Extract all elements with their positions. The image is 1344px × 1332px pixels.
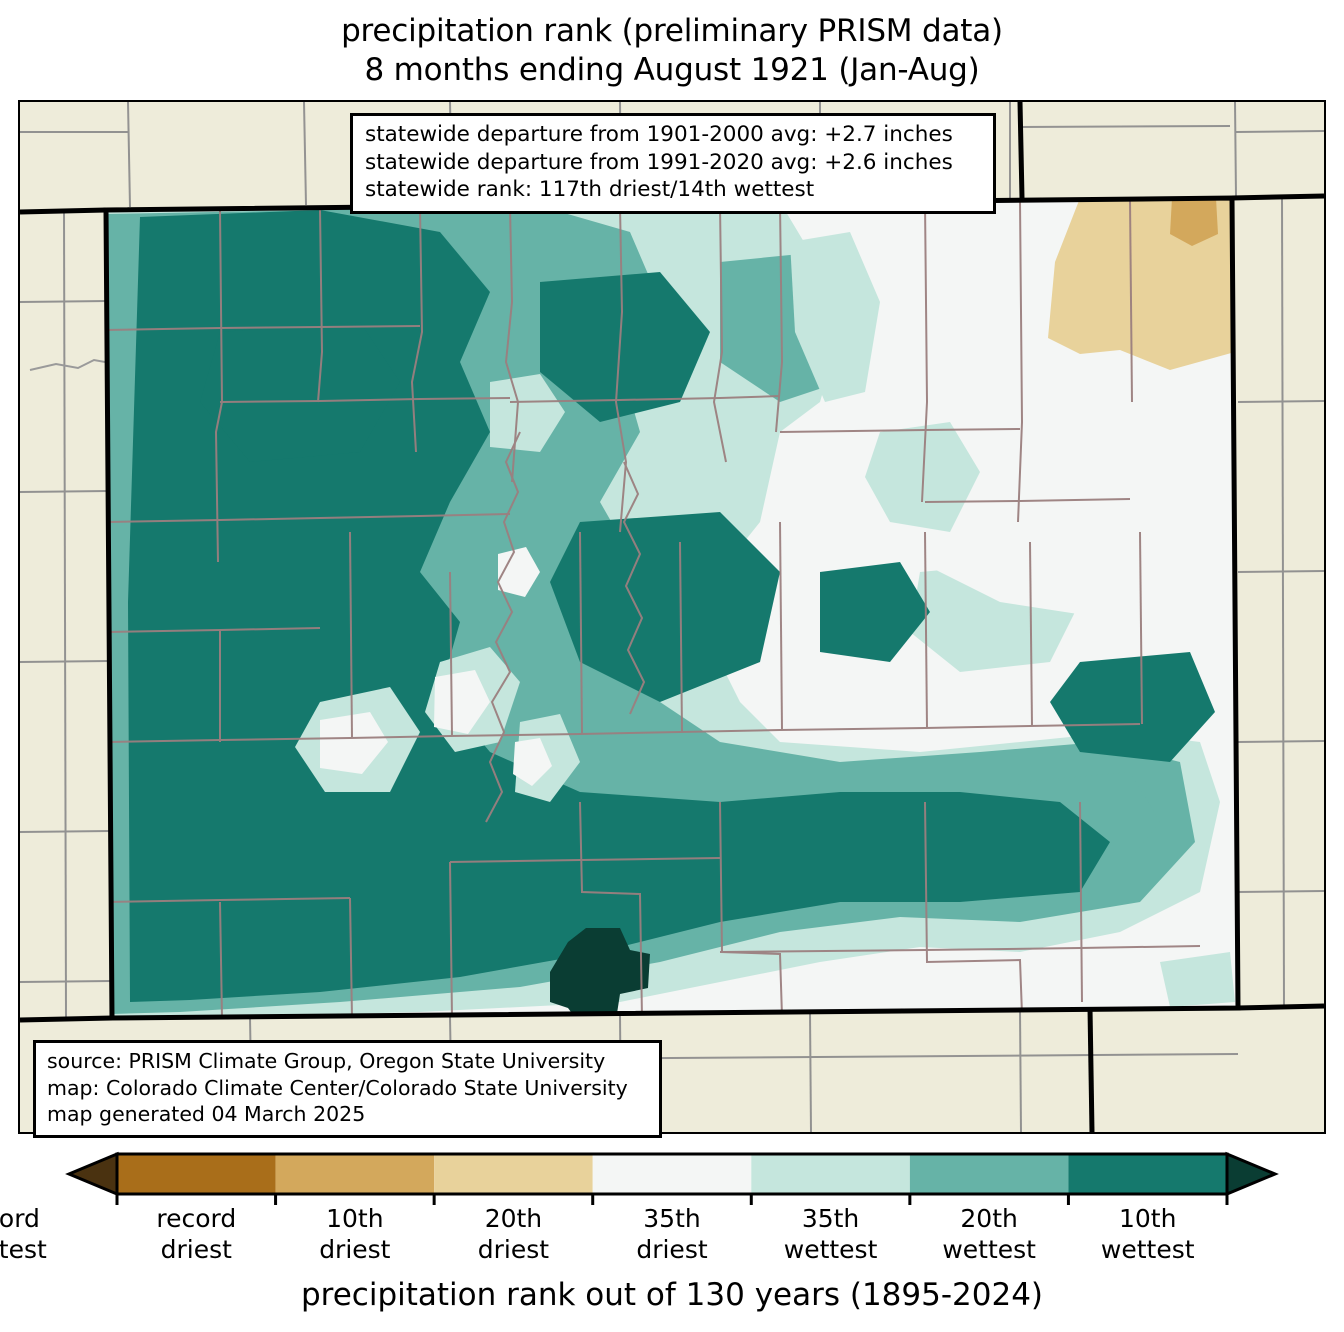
colorado-precipitation-rank-map bbox=[20, 102, 1324, 1132]
colorbar-label-top: 35th bbox=[643, 1204, 701, 1233]
colorbar-band bbox=[592, 1154, 752, 1194]
title-line-1: precipitation rank (preliminary PRISM da… bbox=[341, 13, 1003, 49]
colorbar-label-top: 20th bbox=[484, 1204, 543, 1233]
colorbar-label: 20th driest bbox=[478, 1203, 549, 1265]
colorbar-label-top: 35th bbox=[801, 1204, 860, 1233]
colorbar-label-bottom: wettest bbox=[0, 1235, 47, 1264]
colorbar-band bbox=[117, 1154, 276, 1194]
map-canvas bbox=[18, 100, 1326, 1134]
colorbar-ticks bbox=[115, 1194, 1229, 1205]
colorbar-label-top: record bbox=[156, 1204, 237, 1233]
stats-line-3: statewide rank: 117th driest/14th wettes… bbox=[365, 177, 815, 202]
source-line-3: map generated 04 March 2025 bbox=[47, 1102, 366, 1126]
colorbar bbox=[0, 1146, 1344, 1206]
statewide-stats-box: statewide departure from 1901-2000 avg: … bbox=[350, 113, 996, 214]
stats-line-2: statewide departure from 1991-2020 avg: … bbox=[365, 149, 953, 175]
colorbar-svg bbox=[65, 1151, 1279, 1205]
colorbar-arrow-right bbox=[1225, 1151, 1279, 1197]
source-line-2: map: Colorado Climate Center/Colorado St… bbox=[47, 1075, 628, 1100]
colorbar-label-top: 10th bbox=[326, 1204, 384, 1233]
colorbar-band bbox=[434, 1154, 593, 1194]
colorbar-label: 10th driest bbox=[319, 1203, 390, 1265]
colorbar-label: record driest bbox=[156, 1203, 236, 1265]
colorbar-label-bottom: driest bbox=[319, 1235, 391, 1264]
colorbar-band bbox=[751, 1154, 910, 1194]
colorbar-label-bottom: driest bbox=[636, 1235, 708, 1264]
colorbar-label: 10th wettest bbox=[1101, 1203, 1195, 1265]
colorbar-label-bottom: driest bbox=[160, 1235, 232, 1264]
source-attribution-box: source: PRISM Climate Group, Oregon Stat… bbox=[33, 1040, 662, 1138]
title-line-2: 8 months ending August 1921 (Jan-Aug) bbox=[364, 52, 980, 88]
colorbar-label-bottom: wettest bbox=[1100, 1235, 1195, 1264]
colorbar-band bbox=[909, 1154, 1069, 1194]
colorbar-band bbox=[275, 1154, 435, 1194]
colorbar-label: 35th wettest bbox=[784, 1203, 878, 1265]
colorbar-label-bottom: wettest bbox=[783, 1235, 878, 1264]
colorbar-label-top: record bbox=[0, 1204, 40, 1233]
colorbar-arrow-left bbox=[65, 1151, 119, 1197]
stats-line-1: statewide departure from 1901-2000 avg: … bbox=[365, 122, 953, 147]
colorbar-label-top: 20th bbox=[960, 1204, 1018, 1233]
colorbar-label-bottom: wettest bbox=[942, 1235, 1036, 1264]
source-line-1: source: PRISM Climate Group, Oregon Stat… bbox=[47, 1049, 606, 1073]
page-title: precipitation rank (preliminary PRISM da… bbox=[0, 12, 1344, 90]
colorbar-label-bottom: driest bbox=[477, 1235, 550, 1264]
colorbar-label-top: 10th bbox=[1118, 1204, 1177, 1233]
colorbar-label: 35th driest bbox=[636, 1203, 707, 1265]
colorbar-tick-labels: record driest 10th driest 20th driest 35th drie… bbox=[0, 1203, 1344, 1265]
colorbar-caption: precipitation rank out of 130 years (189… bbox=[300, 1277, 1044, 1313]
colorbar-label: recordwettest bbox=[0, 1203, 47, 1265]
colorbar-outline bbox=[115, 1152, 1229, 1196]
colorbar-band bbox=[1068, 1154, 1227, 1194]
colorbar-bands bbox=[65, 1151, 1279, 1197]
colorbar-label: 20th wettest bbox=[942, 1203, 1036, 1265]
